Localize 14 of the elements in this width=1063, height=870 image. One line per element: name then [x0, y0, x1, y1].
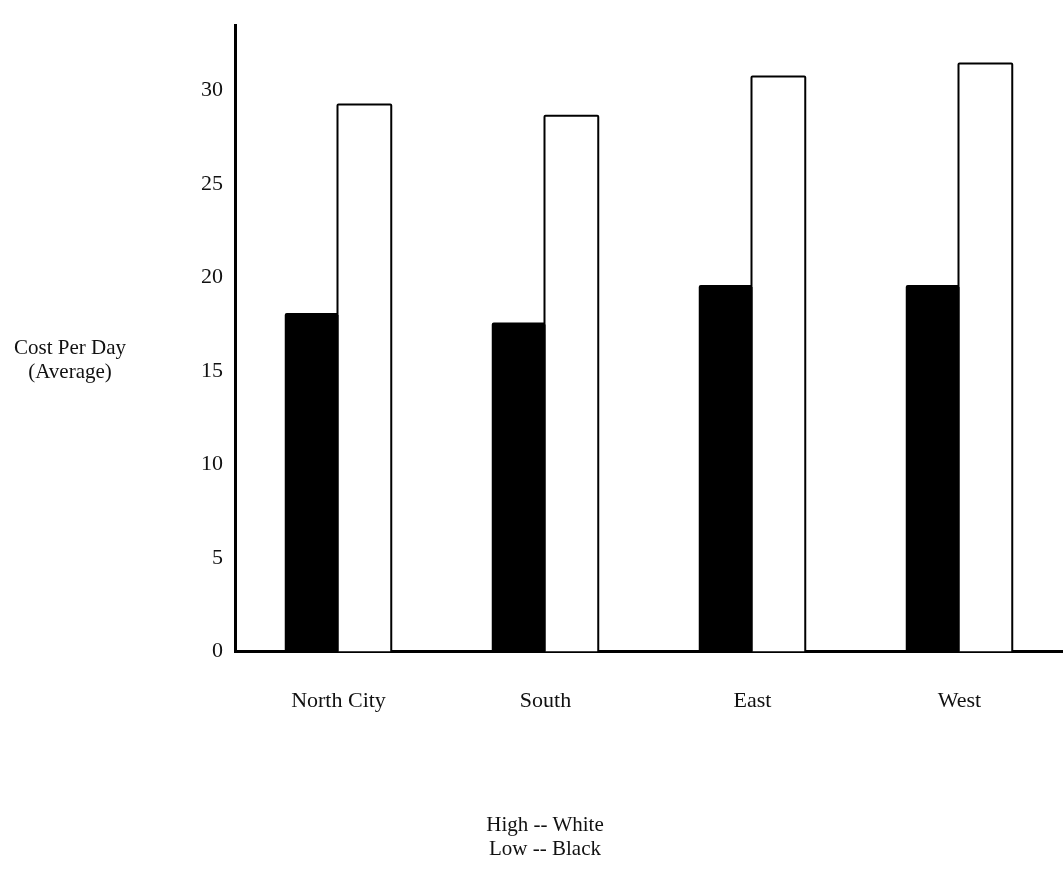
y-tick-label: 30	[201, 76, 223, 102]
text: High -- White	[485, 812, 605, 836]
y-tick-label: 15	[201, 356, 223, 382]
y-tick-label: 5	[212, 543, 223, 569]
y-tick-label: 20	[201, 263, 223, 289]
x-tick-label: South	[519, 686, 572, 712]
x-tick-label: West	[937, 686, 982, 712]
y-tick-label: 0	[212, 637, 223, 663]
x-tick-label: North City	[291, 686, 386, 712]
text: Low -- Black	[488, 836, 602, 860]
x-tick-label: East	[733, 686, 772, 712]
y-tick-label: 25	[201, 169, 223, 195]
y-axis-title: Cost Per Day (Average)	[13, 335, 127, 383]
y-tick-label: 10	[201, 450, 223, 476]
